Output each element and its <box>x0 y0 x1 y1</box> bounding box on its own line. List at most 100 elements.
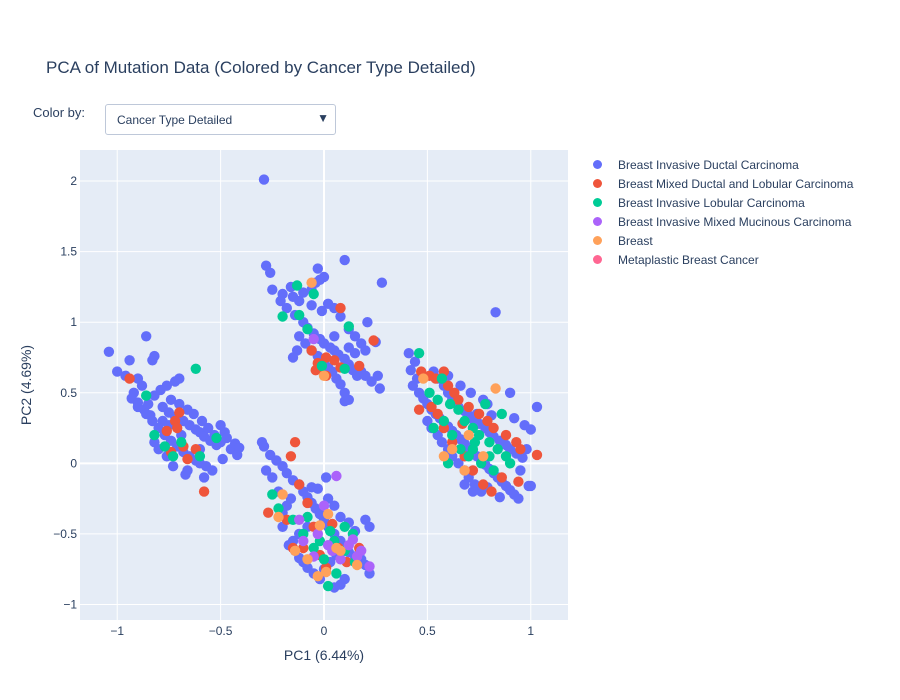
scatter-point[interactable] <box>194 451 206 462</box>
scatter-point[interactable] <box>428 422 439 434</box>
scatter-point[interactable] <box>329 355 340 366</box>
scatter-point[interactable] <box>316 305 328 317</box>
scatter-point[interactable] <box>486 486 497 497</box>
scatter-point[interactable] <box>351 559 363 571</box>
scatter-point[interactable] <box>281 468 292 479</box>
scatter-point[interactable] <box>467 444 479 455</box>
scatter-point[interactable] <box>335 379 346 390</box>
scatter-point[interactable] <box>265 267 276 278</box>
scatter-point[interactable] <box>180 469 191 480</box>
scatter-point[interactable] <box>273 503 284 514</box>
scatter-point[interactable] <box>525 424 536 435</box>
scatter-point[interactable] <box>509 413 520 424</box>
scatter-point[interactable] <box>515 465 526 476</box>
scatter-point[interactable] <box>339 396 350 407</box>
scatter-point[interactable] <box>368 335 379 346</box>
scatter-point[interactable] <box>455 380 466 391</box>
scatter-point[interactable] <box>403 348 414 359</box>
scatter-point[interactable] <box>143 398 154 410</box>
scatter-point[interactable] <box>418 373 429 384</box>
scatter-point[interactable] <box>302 324 313 335</box>
scatter-point[interactable] <box>335 511 346 523</box>
scatter-point[interactable] <box>174 398 185 410</box>
scatter-point[interactable] <box>405 365 416 376</box>
scatter-point[interactable] <box>490 307 501 318</box>
scatter-point[interactable] <box>504 458 516 469</box>
scatter-point[interactable] <box>267 489 278 500</box>
scatter-point[interactable] <box>482 415 493 427</box>
scatter-point[interactable] <box>453 404 464 415</box>
scatter-point[interactable] <box>174 373 185 384</box>
scatter-point[interactable] <box>322 508 334 520</box>
scatter-point[interactable] <box>172 422 183 434</box>
scatter-point[interactable] <box>149 350 160 362</box>
scatter-point[interactable] <box>513 493 524 504</box>
scatter-point[interactable] <box>258 174 270 185</box>
scatter-point[interactable] <box>409 356 421 367</box>
scatter-point[interactable] <box>306 345 317 356</box>
legend-item[interactable]: Breast Invasive Ductal Carcinoma <box>590 155 853 174</box>
scatter-point[interactable] <box>438 451 450 462</box>
scatter-point[interactable] <box>496 408 507 420</box>
scatter-point[interactable] <box>314 520 326 531</box>
scatter-point[interactable] <box>308 542 319 554</box>
data-points[interactable] <box>103 174 543 593</box>
scatter-point[interactable] <box>300 338 311 349</box>
scatter-point[interactable] <box>289 545 301 556</box>
scatter-point[interactable] <box>322 580 334 592</box>
scatter-point[interactable] <box>217 453 228 465</box>
scatter-point[interactable] <box>453 458 464 469</box>
scatter-point[interactable] <box>322 298 334 309</box>
scatter-point[interactable] <box>287 352 299 363</box>
scatter-point[interactable] <box>490 383 501 394</box>
scatter-point[interactable] <box>136 380 148 391</box>
scatter-point[interactable] <box>302 497 313 509</box>
scatter-point[interactable] <box>312 528 323 540</box>
scatter-point[interactable] <box>335 545 346 556</box>
scatter-point[interactable] <box>275 295 286 307</box>
scatter-point[interactable] <box>190 363 201 374</box>
scatter-point[interactable] <box>494 492 505 503</box>
scatter-point[interactable] <box>318 271 330 283</box>
scatter-point[interactable] <box>124 373 135 384</box>
scatter-point[interactable] <box>308 333 319 345</box>
scatter-point[interactable] <box>356 545 367 556</box>
scatter-point[interactable] <box>141 331 152 342</box>
scatter-point[interactable] <box>176 437 187 448</box>
series-breast-invasive-lobular-carcinoma[interactable] <box>141 280 516 592</box>
scatter-point[interactable] <box>320 566 332 578</box>
scatter-point[interactable] <box>211 432 222 444</box>
scatter-point[interactable] <box>515 444 526 455</box>
scatter-point[interactable] <box>234 442 245 453</box>
scatter-point[interactable] <box>174 407 185 418</box>
scatter-point[interactable] <box>294 479 305 490</box>
scatter-point[interactable] <box>349 331 361 342</box>
scatter-point[interactable] <box>318 500 330 511</box>
color-by-dropdown[interactable]: Cancer Type Detailed ▼ <box>105 104 336 135</box>
scatter-point[interactable] <box>112 366 123 377</box>
scatter-point[interactable] <box>294 295 305 307</box>
scatter-point[interactable] <box>335 311 346 322</box>
scatter-point[interactable] <box>407 380 419 391</box>
scatter-point[interactable] <box>500 429 512 441</box>
scatter-point[interactable] <box>362 317 373 328</box>
scatter-point[interactable] <box>312 263 323 274</box>
scatter-point[interactable] <box>141 390 152 401</box>
scatter-point[interactable] <box>325 525 336 537</box>
scatter-point[interactable] <box>312 571 323 582</box>
scatter-point[interactable] <box>517 452 528 463</box>
scatter-point[interactable] <box>335 554 346 565</box>
scatter-point[interactable] <box>504 387 516 398</box>
scatter-point[interactable] <box>289 437 301 448</box>
scatter-point[interactable] <box>463 401 474 413</box>
scatter-point[interactable] <box>318 370 330 381</box>
scatter-point[interactable] <box>258 441 270 452</box>
scatter-point[interactable] <box>525 480 536 492</box>
scatter-point[interactable] <box>103 346 115 357</box>
scatter-point[interactable] <box>432 394 443 405</box>
scatter-point[interactable] <box>298 287 309 298</box>
scatter-point[interactable] <box>306 277 317 288</box>
scatter-point[interactable] <box>455 444 466 455</box>
scatter-point[interactable] <box>285 493 297 504</box>
scatter-point[interactable] <box>312 483 323 494</box>
